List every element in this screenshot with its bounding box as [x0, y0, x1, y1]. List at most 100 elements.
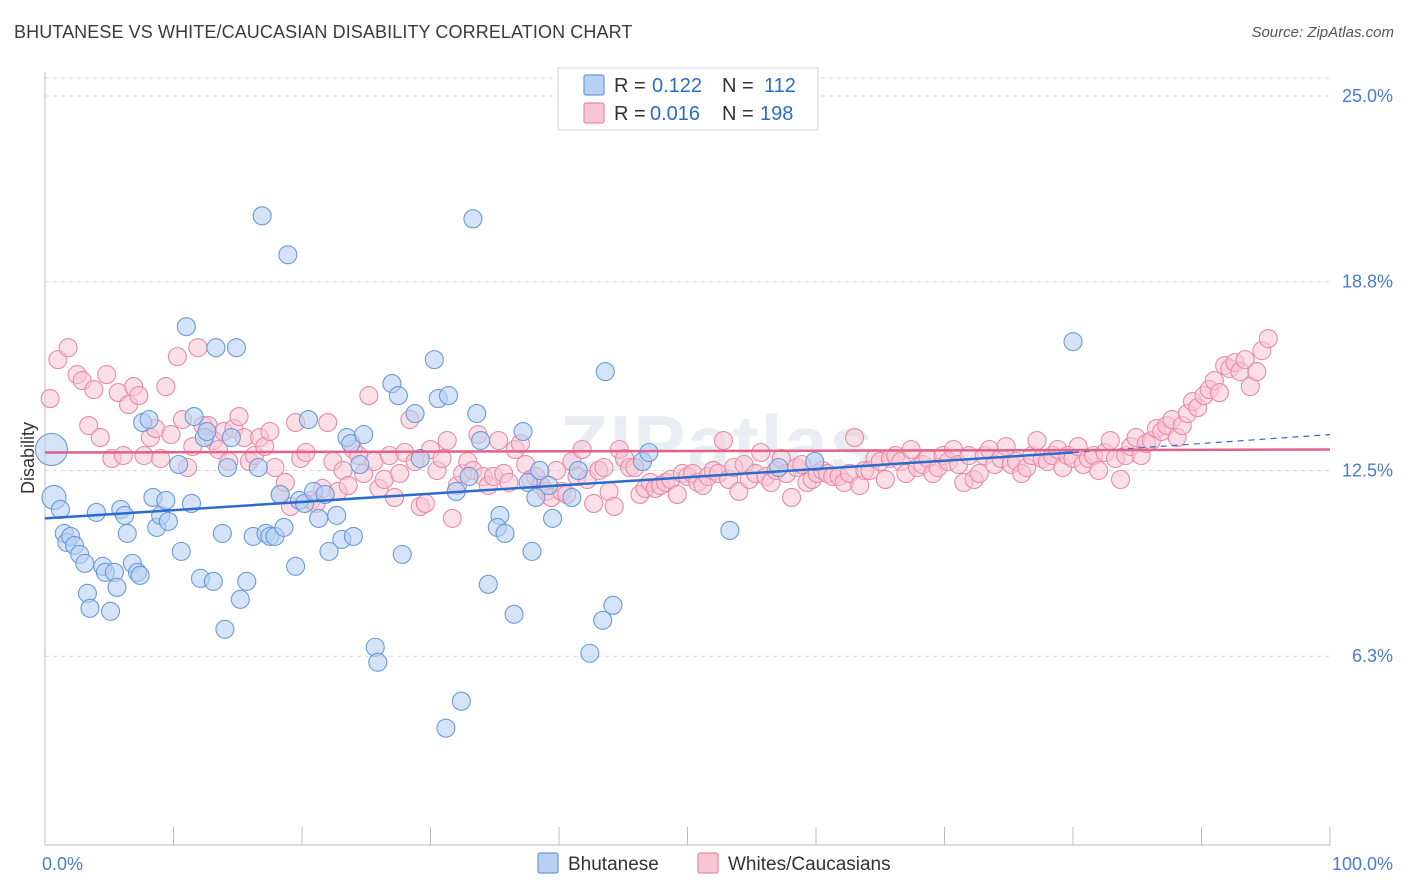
whites-point-6	[84, 380, 104, 400]
bhutanese-point-55	[278, 245, 298, 265]
bhutanese-trend-extension	[1072, 433, 1331, 454]
whites-point-228	[1247, 362, 1267, 382]
whites-point-8	[97, 365, 117, 385]
bhutanese-point-92	[504, 604, 524, 624]
whites-point-73	[437, 430, 457, 451]
y-tick-labels: 6.3% 12.5% 18.8% 25.0%	[1342, 86, 1393, 666]
bhutanese-point-86	[467, 404, 487, 424]
bhutanese-point-99	[543, 508, 563, 528]
bottom-legend-swatch-whites	[697, 852, 719, 874]
whites-point-198	[1089, 460, 1109, 481]
whites-trend-line	[44, 448, 1331, 454]
bhutanese-point-74	[388, 386, 408, 406]
bhutanese-point-59	[298, 410, 318, 430]
whites-point-58	[359, 386, 379, 406]
legend-box: R = 0.122 N = 112 R = 0.016 N = 198	[557, 67, 819, 131]
bhutanese-point-107	[639, 442, 659, 463]
bhutanese-point-31	[171, 541, 191, 561]
whites-point-69	[415, 493, 435, 513]
bhutanese-point-85	[463, 209, 483, 229]
whites-point-62	[379, 445, 399, 466]
whites-point-85	[499, 472, 519, 493]
whites-point-175	[969, 463, 989, 484]
bottom-legend-label-bhutanese: Bhutanese	[568, 854, 659, 875]
bhutanese-point-40	[212, 523, 232, 543]
bhutanese-point-108	[720, 520, 740, 540]
bhutanese-point-72	[368, 652, 388, 672]
bhutanese-point-14	[100, 601, 121, 621]
legend-n-label-1: N =	[722, 75, 754, 97]
bhutanese-point-93	[513, 421, 533, 442]
bhutanese-point-10	[80, 598, 100, 618]
bhutanese-point-48	[248, 457, 268, 478]
legend-n-label-2: N =	[722, 103, 754, 125]
bhutanese-point-22	[130, 565, 150, 585]
bhutanese-point-44	[226, 338, 247, 358]
whites-point-126	[713, 430, 734, 451]
whites-point-186	[1027, 430, 1047, 451]
bhutanese-point-49	[252, 206, 272, 226]
whites-point-2	[58, 338, 78, 358]
bhutanese-point-70	[354, 424, 374, 445]
trend-lines	[44, 433, 1331, 520]
whites-point-151	[844, 427, 865, 448]
bhutanese-point-11	[86, 502, 106, 522]
bhutanese-point-91	[495, 523, 515, 543]
whites-point-103	[594, 457, 614, 478]
bottom-legend-swatch-bhutanese	[537, 852, 559, 874]
bottom-legend: Bhutanese Whites/Caucasians	[537, 852, 891, 875]
bhutanese-point-84	[459, 466, 479, 487]
whites-point-83	[489, 430, 509, 451]
whites-point-25	[188, 338, 208, 358]
whites-point-11	[113, 445, 133, 466]
bhutanese-point-81	[436, 718, 456, 738]
bhutanese-point-24	[139, 410, 159, 430]
whites-point-54	[338, 475, 358, 496]
whites-point-200	[1100, 430, 1120, 451]
bhutanese-point-64	[327, 505, 347, 525]
bhutanese-point-42	[217, 457, 238, 478]
bhutanese-trend-line	[44, 451, 1074, 520]
bhutanese-point-109	[769, 457, 789, 478]
whites-point-14	[129, 386, 149, 406]
whites-point-39	[260, 421, 280, 442]
whites-point-139	[782, 487, 802, 507]
bhutanese-point-101	[568, 460, 588, 481]
whites-point-50	[318, 412, 338, 433]
bhutanese-point-34	[184, 407, 204, 427]
whites-point-117	[667, 484, 687, 505]
bhutanese-point-45	[230, 589, 250, 609]
whites-point-19	[156, 377, 176, 397]
bhutanese-point-2	[50, 499, 70, 519]
bhutanese-point-68	[343, 526, 363, 546]
chart-title: BHUTANESE VS WHITE/CAUCASIAN DISABILITY …	[14, 22, 633, 42]
bhutanese-point-97	[530, 460, 550, 481]
whites-point-64	[390, 463, 410, 484]
legend-swatch-bhutanese	[583, 74, 605, 96]
bhutanese-point-95	[522, 541, 542, 561]
bhutanese-point-30	[169, 454, 189, 475]
bhutanese-point-105	[603, 595, 623, 615]
x-tick-label-0: 0.0%	[42, 854, 83, 874]
gridlines	[45, 77, 1330, 657]
legend-n-value-2: 198	[760, 103, 793, 125]
bhutanese-point-18	[115, 505, 135, 525]
whites-point-15	[134, 445, 154, 466]
y-tick-label-0: 6.3%	[1352, 646, 1393, 666]
bhutanese-point-77	[410, 448, 430, 469]
bhutanese-point-56	[286, 556, 306, 576]
y-axis-label: Disability	[18, 422, 38, 494]
chart-source: Source: ZipAtlas.com	[1251, 24, 1394, 41]
legend-swatch-whites	[583, 102, 605, 124]
bhutanese-point-103	[593, 610, 613, 630]
bhutanese-point-102	[580, 643, 600, 663]
bhutanese-point-37	[197, 421, 217, 442]
bhutanese-point-78	[424, 350, 444, 370]
whites-point-72	[432, 448, 452, 469]
whites-point-226	[1235, 350, 1255, 370]
x-tick-labels: 0.0% 100.0%	[42, 854, 1393, 874]
bhutanese-point-46	[237, 571, 257, 591]
bhutanese-point-41	[215, 619, 235, 639]
bottom-legend-label-whites: Whites/Caucasians	[728, 854, 891, 875]
